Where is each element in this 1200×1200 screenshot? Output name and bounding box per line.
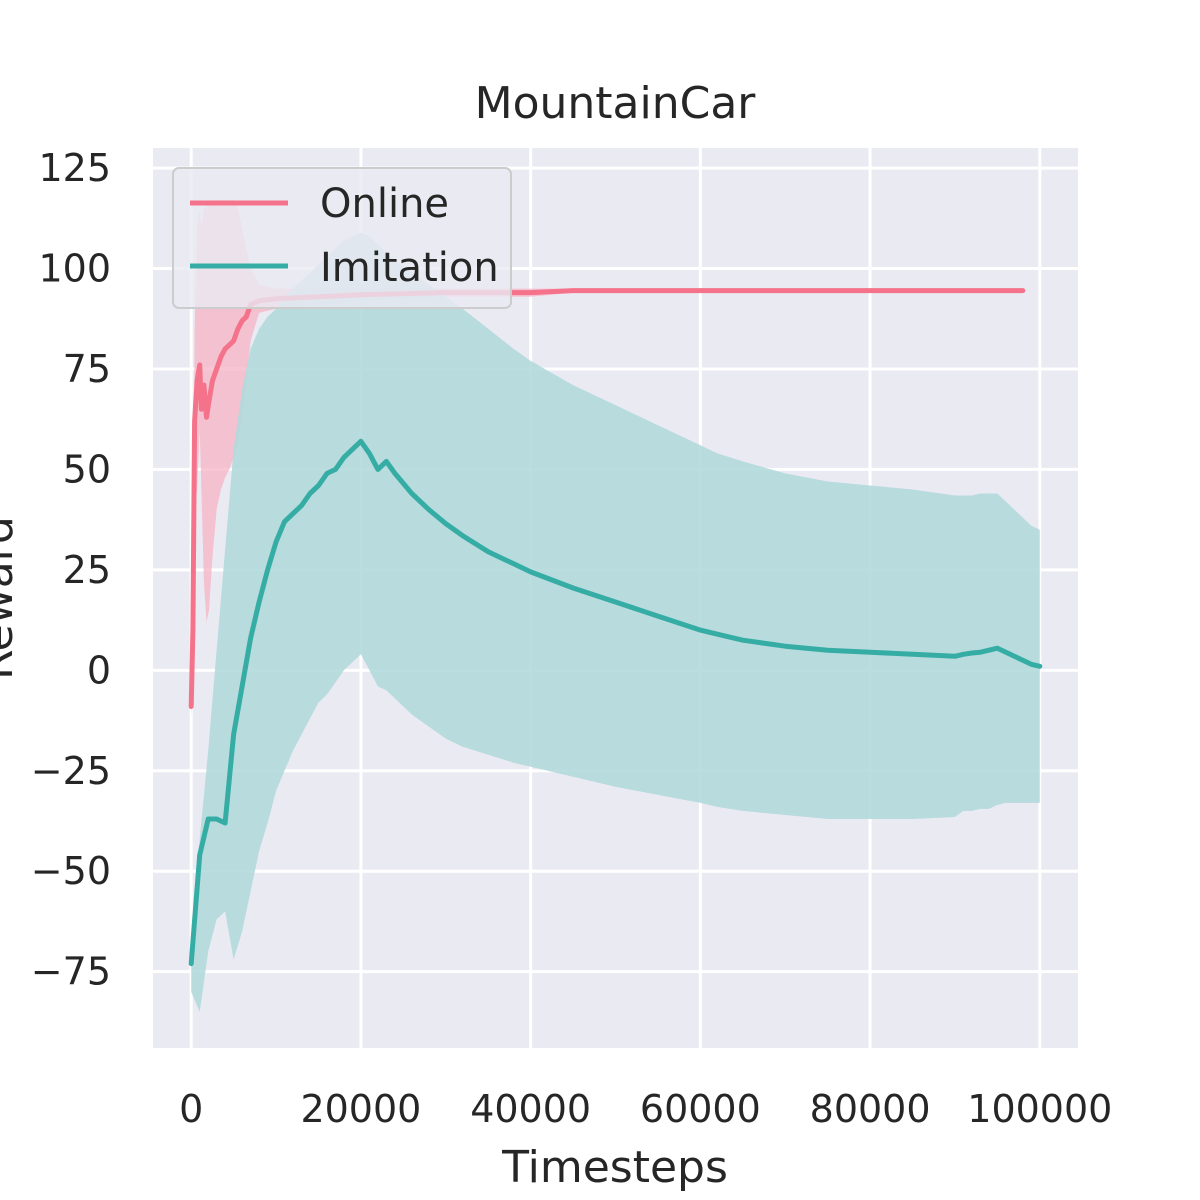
chart-title: MountainCar xyxy=(475,78,757,129)
legend-label-imitation: Imitation xyxy=(320,245,499,291)
confidence-bands xyxy=(191,200,1040,1012)
x-tick-label: 80000 xyxy=(810,1087,931,1131)
y-axis-label: Reward xyxy=(0,516,23,680)
y-tick-label: −75 xyxy=(31,950,111,994)
y-axis-ticks: −75 −50 −25 0 25 50 75 100 125 xyxy=(31,146,111,994)
x-tick-label: 60000 xyxy=(640,1087,761,1131)
legend: Online Imitation xyxy=(172,167,512,309)
x-axis-ticks: 0 20000 40000 60000 80000 100000 xyxy=(179,1087,1112,1131)
y-tick-label: 75 xyxy=(63,347,111,391)
y-tick-label: 125 xyxy=(38,146,111,190)
x-tick-label: 20000 xyxy=(300,1087,421,1131)
x-axis-label: Timesteps xyxy=(501,1142,728,1193)
y-tick-label: −25 xyxy=(31,749,111,793)
legend-label-online: Online xyxy=(320,181,449,227)
y-tick-label: 100 xyxy=(38,247,111,291)
online-series-line xyxy=(188,288,1026,709)
imitation-series-line xyxy=(188,438,1043,967)
imitation-confidence-band xyxy=(191,232,1040,1012)
y-tick-label: 0 xyxy=(87,648,111,692)
y-tick-label: 25 xyxy=(63,548,111,592)
x-tick-label: 100000 xyxy=(967,1087,1112,1131)
y-tick-label: −50 xyxy=(31,849,111,893)
x-tick-label: 40000 xyxy=(470,1087,591,1131)
series-lines xyxy=(188,288,1043,967)
y-tick-label: 50 xyxy=(63,447,111,491)
x-tick-label: 0 xyxy=(179,1087,203,1131)
